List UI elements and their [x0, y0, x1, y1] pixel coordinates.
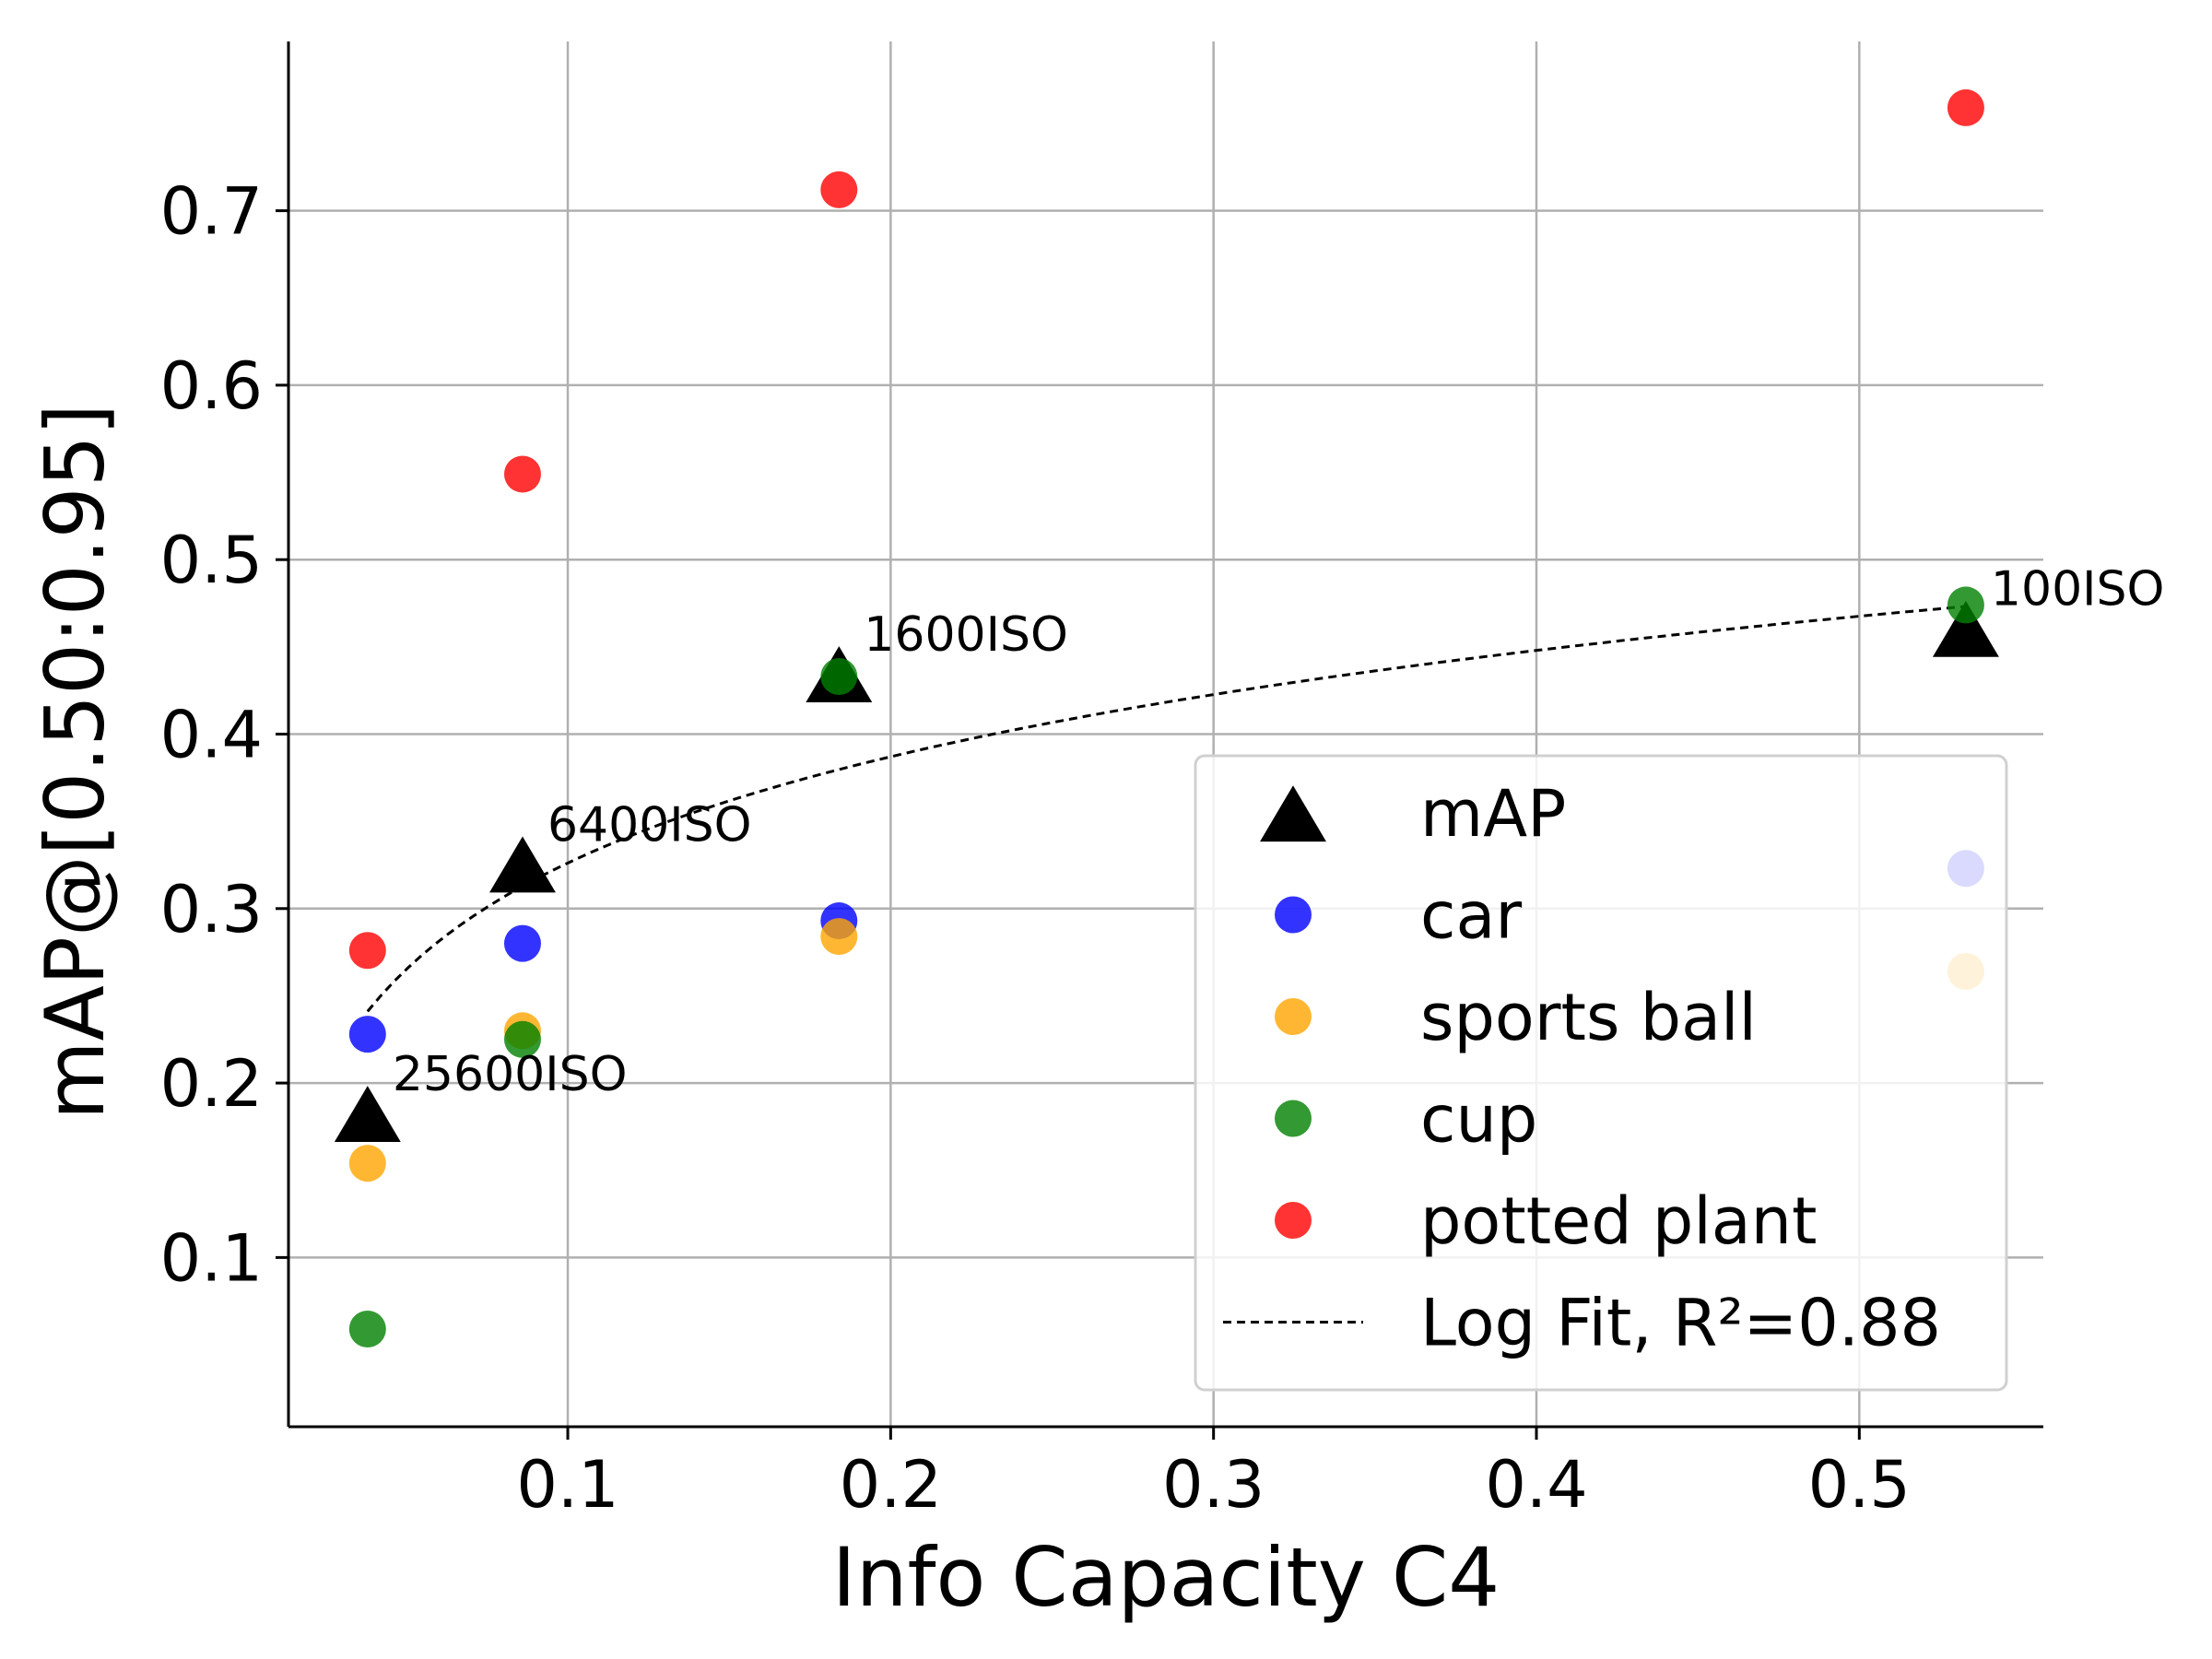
- potted-plant-point: [348, 932, 386, 970]
- log-fit-line: [366, 605, 1967, 1013]
- y-tick-label: 0.5: [160, 523, 263, 598]
- y-tick-label: 0.2: [160, 1046, 263, 1122]
- cup-point: [1947, 586, 1984, 624]
- y-tick-label: 0.7: [160, 174, 263, 250]
- car-point: [348, 1016, 386, 1053]
- fit-layer: [366, 605, 1967, 1013]
- x-axis-title: Info Capacity C4: [832, 1530, 1500, 1625]
- legend-label-car: car: [1420, 878, 1522, 954]
- potted-plant-point: [820, 171, 858, 208]
- grid: [288, 41, 2043, 1427]
- legend-label-sports-ball: sports ball: [1420, 980, 1757, 1055]
- cup-point: [820, 658, 858, 696]
- legend: mAP car sports ball cup potted plant Log Fit,…: [1194, 754, 2008, 1392]
- x-tick-label: 0.2: [840, 1447, 942, 1523]
- legend-box: [1194, 754, 2008, 1392]
- sports-ball-point: [348, 1145, 386, 1182]
- y-tick-label: 0.3: [160, 872, 263, 947]
- y-axis-title: mAP@[0.50:0.95]: [28, 404, 123, 1120]
- x-tick-label: 0.4: [1485, 1447, 1587, 1523]
- legend-label-log-fit: Log Fit, R²=0.88: [1420, 1286, 1941, 1361]
- annotation-label: 6400ISO: [547, 797, 752, 853]
- potted-plant-point: [503, 455, 541, 493]
- points: [334, 88, 1999, 1347]
- map-point: [334, 1086, 401, 1143]
- legend-marker-cup: [1275, 1100, 1312, 1137]
- cup-point: [348, 1310, 386, 1347]
- map-point: [1932, 600, 1999, 657]
- x-tick-label: 0.1: [516, 1447, 618, 1523]
- sports-ball-point: [820, 918, 858, 956]
- legend-marker-potted-plant: [1275, 1202, 1312, 1239]
- y-tick-label: 0.4: [160, 698, 263, 773]
- legend-marker-sports-ball: [1275, 998, 1312, 1035]
- potted-plant-point: [1947, 88, 1984, 126]
- legend-label-potted-plant: potted plant: [1420, 1183, 1818, 1259]
- legend-marker-car: [1275, 896, 1312, 934]
- annotation-label: 25600ISO: [393, 1047, 628, 1102]
- annotation-label: 100ISO: [1991, 562, 2165, 618]
- legend-marker-map: [1260, 785, 1326, 842]
- car-point: [503, 924, 541, 962]
- x-tick-label: 0.3: [1162, 1447, 1265, 1523]
- legend-label-cup: cup: [1420, 1082, 1537, 1158]
- ticks: 0.1 0.2 0.3 0.4 0.5 0.1 0.2 0.3 0.4 0.5 0.6 0.7: [160, 174, 1911, 1523]
- annotations: 25600ISO 6400ISO 1600ISO 100ISO: [393, 562, 2165, 1102]
- legend-label-map: mAP: [1420, 776, 1566, 852]
- y-tick-label: 0.1: [160, 1220, 263, 1296]
- map-point: [489, 836, 556, 893]
- annotation-label: 1600ISO: [864, 607, 1068, 663]
- cup-point: [503, 1020, 541, 1058]
- x-tick-label: 0.5: [1808, 1447, 1911, 1523]
- y-tick-label: 0.6: [160, 348, 263, 424]
